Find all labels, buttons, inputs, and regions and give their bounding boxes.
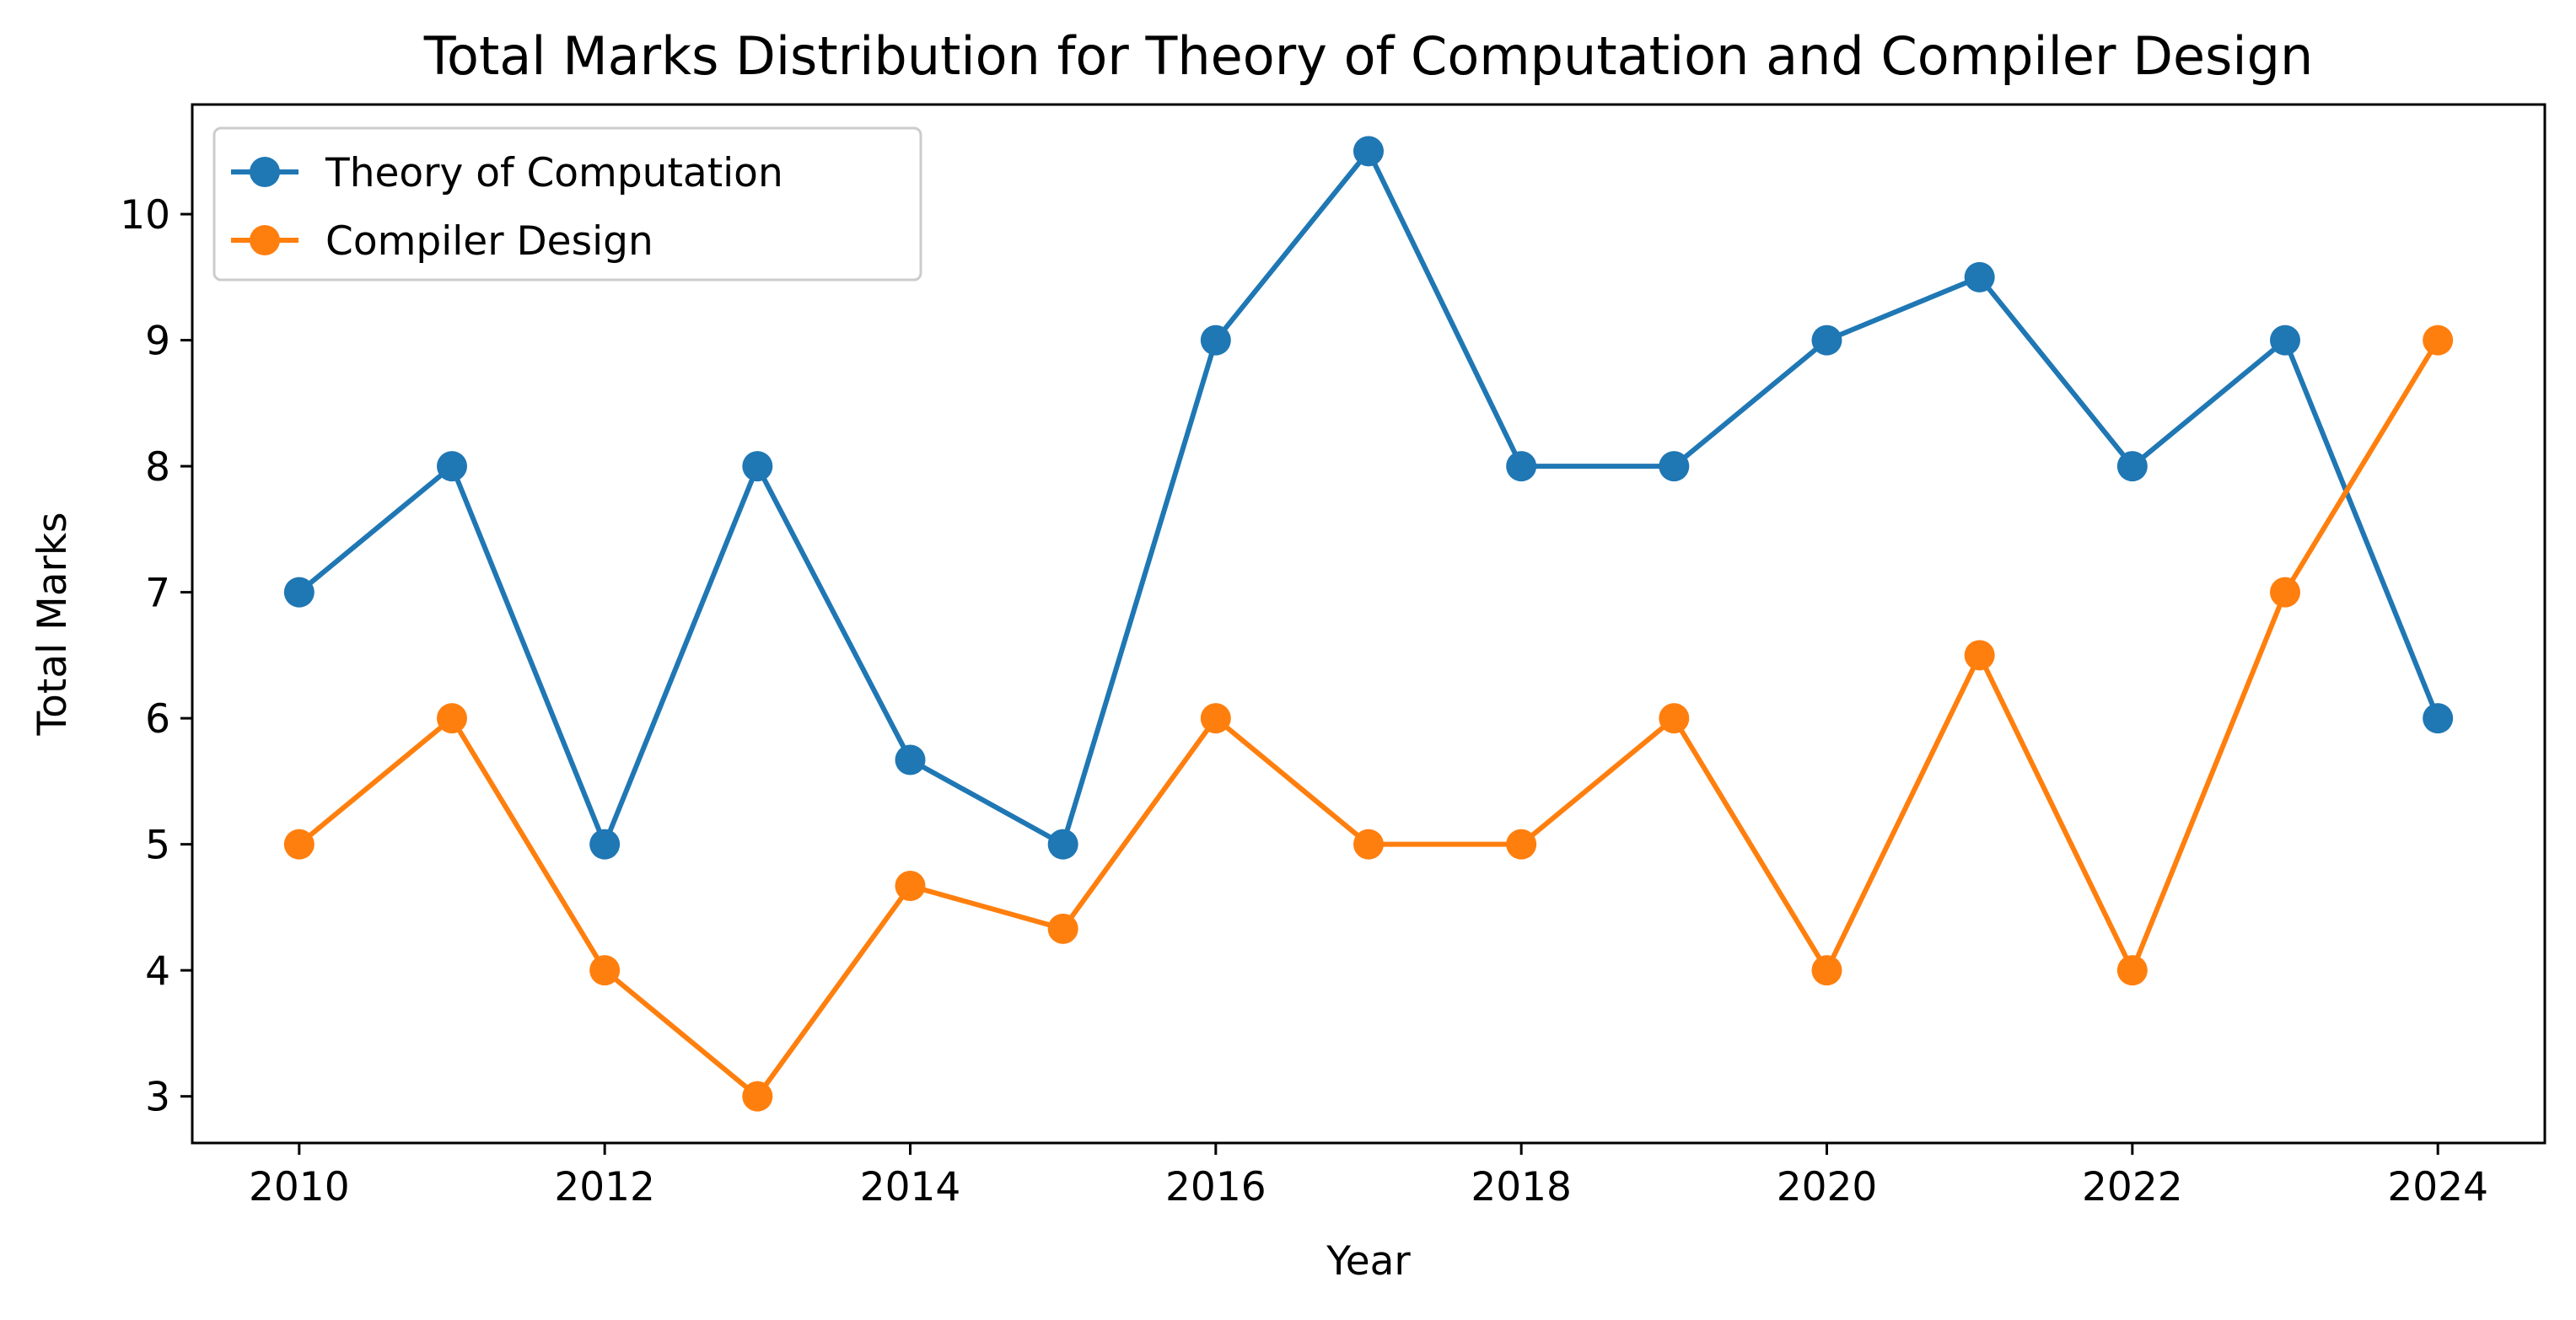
series-2 [283,325,2454,1112]
series-layer [283,136,2454,1112]
data-point [2423,325,2454,356]
x-tick-label: 2016 [1165,1164,1266,1210]
data-point [895,744,926,775]
series-1 [283,136,2454,860]
data-point [2270,577,2301,608]
y-tick-label: 3 [145,1075,170,1121]
legend: Theory of Computation Compiler Design [212,126,922,282]
data-point [1811,955,1842,986]
data-point [589,955,621,986]
data-point [2116,451,2148,482]
data-point [1200,325,1231,356]
y-axis: 3 4 5 6 7 8 9 10 [120,192,192,1121]
data-point [1811,325,1842,356]
legend-marker [250,225,280,255]
plot-area-frame [191,103,2546,1145]
data-point [742,451,773,482]
x-tick-label: 2014 [860,1164,961,1210]
legend-box [212,126,922,282]
data-point [1506,829,1537,860]
y-tick-label: 5 [145,823,170,869]
data-point [589,829,621,860]
data-point [742,1081,773,1112]
x-tick-label: 2024 [2387,1164,2488,1210]
y-tick-label: 6 [145,696,170,743]
y-tick-label: 9 [145,319,170,365]
data-point [1047,913,1078,944]
data-point [1659,703,1690,734]
data-point [1353,829,1384,860]
x-tick-label: 2018 [1471,1164,1572,1210]
data-point [283,829,315,860]
data-point [2423,703,2454,734]
data-point [1047,829,1078,860]
data-point [2270,325,2301,356]
chart-title: Total Marks Distribution for Theory of C… [423,25,2314,87]
data-point [895,870,926,901]
legend-label: Theory of Computation [325,150,783,196]
data-point [2116,955,2148,986]
data-point [1659,451,1690,482]
x-tick-label: 2022 [2082,1164,2183,1210]
x-tick-label: 2020 [1777,1164,1878,1210]
y-tick-label: 4 [145,948,170,995]
legend-label: Compiler Design [325,218,653,265]
x-axis-label: Year [1326,1238,1411,1285]
data-point [1506,451,1537,482]
data-point [1200,703,1231,734]
data-point [1964,640,1995,671]
y-axis-label: Total Marks [30,512,76,736]
legend-marker [250,157,280,187]
y-tick-label: 8 [145,444,170,491]
y-tick-label: 10 [120,192,170,239]
data-point [436,703,467,734]
x-tick-label: 2012 [554,1164,655,1210]
data-point [283,577,315,608]
x-axis: 2010 2012 2014 2016 2018 2020 2022 2024 [249,1143,2488,1210]
data-point [1353,136,1384,167]
data-point [436,451,467,482]
x-tick-label: 2010 [249,1164,350,1210]
data-point [1964,261,1995,292]
y-tick-label: 7 [145,571,170,617]
